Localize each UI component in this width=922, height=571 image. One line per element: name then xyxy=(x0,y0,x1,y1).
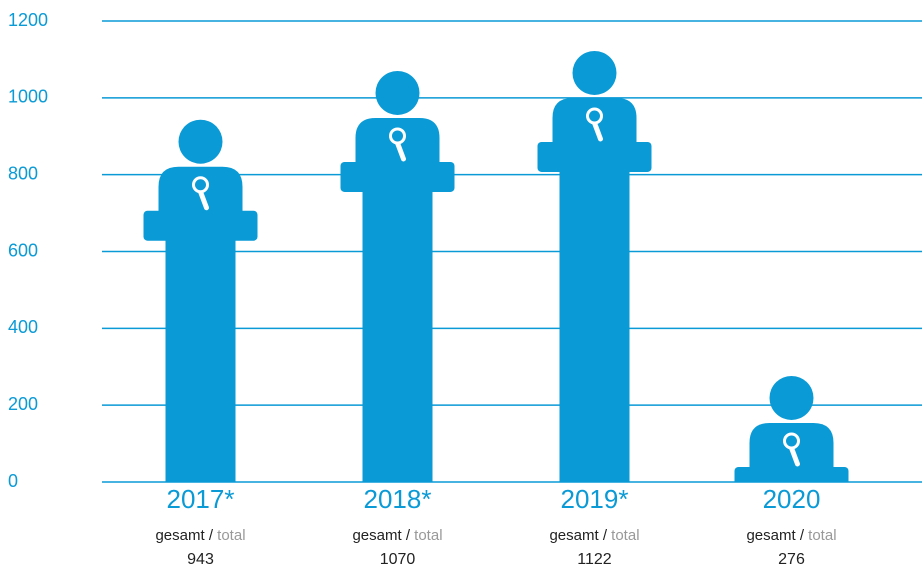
caption-de: gesamt / xyxy=(746,527,804,544)
podium-shelf xyxy=(340,161,455,192)
y-tick-label: 1200 xyxy=(8,10,48,30)
podium-column xyxy=(362,190,433,482)
y-tick-label: 800 xyxy=(8,163,38,183)
y-tick-label: 1000 xyxy=(8,87,48,107)
value-label: 276 xyxy=(778,551,805,568)
caption-de: gesamt / xyxy=(549,527,607,544)
podium-figure xyxy=(340,70,455,482)
mic-handle xyxy=(198,189,209,211)
head xyxy=(572,50,617,95)
mic-handle xyxy=(395,140,406,162)
caption-en: total xyxy=(414,527,442,544)
x-tick-label: 2018* xyxy=(364,484,432,514)
podium-figure xyxy=(537,50,652,482)
podium-figure xyxy=(143,119,258,482)
head xyxy=(375,70,420,115)
caption-de: gesamt / xyxy=(155,527,213,544)
value-caption: gesamt / total xyxy=(155,527,245,544)
podium-shelf xyxy=(734,466,849,482)
mic xyxy=(389,127,406,145)
mic xyxy=(192,176,209,194)
value-caption: gesamt / total xyxy=(549,527,639,544)
mic-handle xyxy=(789,445,800,467)
podium-shelf xyxy=(537,141,652,172)
podium-shelf xyxy=(143,210,258,241)
caption-en: total xyxy=(217,527,245,544)
podium-column xyxy=(559,170,630,482)
y-tick-label: 0 xyxy=(8,471,18,491)
caption-en: total xyxy=(808,527,836,544)
mic xyxy=(783,432,800,450)
caption-de: gesamt / xyxy=(352,527,410,544)
value-label: 943 xyxy=(187,551,214,568)
value-label: 1122 xyxy=(577,551,612,568)
y-tick-label: 400 xyxy=(8,317,38,337)
x-tick-label: 2019* xyxy=(561,484,629,514)
caption-en: total xyxy=(611,527,639,544)
value-caption: gesamt / total xyxy=(352,527,442,544)
y-tick-label: 200 xyxy=(8,394,38,414)
head xyxy=(769,375,814,420)
x-tick-label: 2020 xyxy=(763,484,821,514)
podium-figure xyxy=(734,375,849,482)
y-tick-label: 600 xyxy=(8,240,38,260)
value-caption: gesamt / total xyxy=(746,527,836,544)
head xyxy=(178,119,223,164)
value-label: 1070 xyxy=(380,551,416,568)
mic xyxy=(586,107,603,125)
mic-handle xyxy=(592,120,603,142)
podium-column xyxy=(165,239,236,482)
x-tick-label: 2017* xyxy=(167,484,235,514)
